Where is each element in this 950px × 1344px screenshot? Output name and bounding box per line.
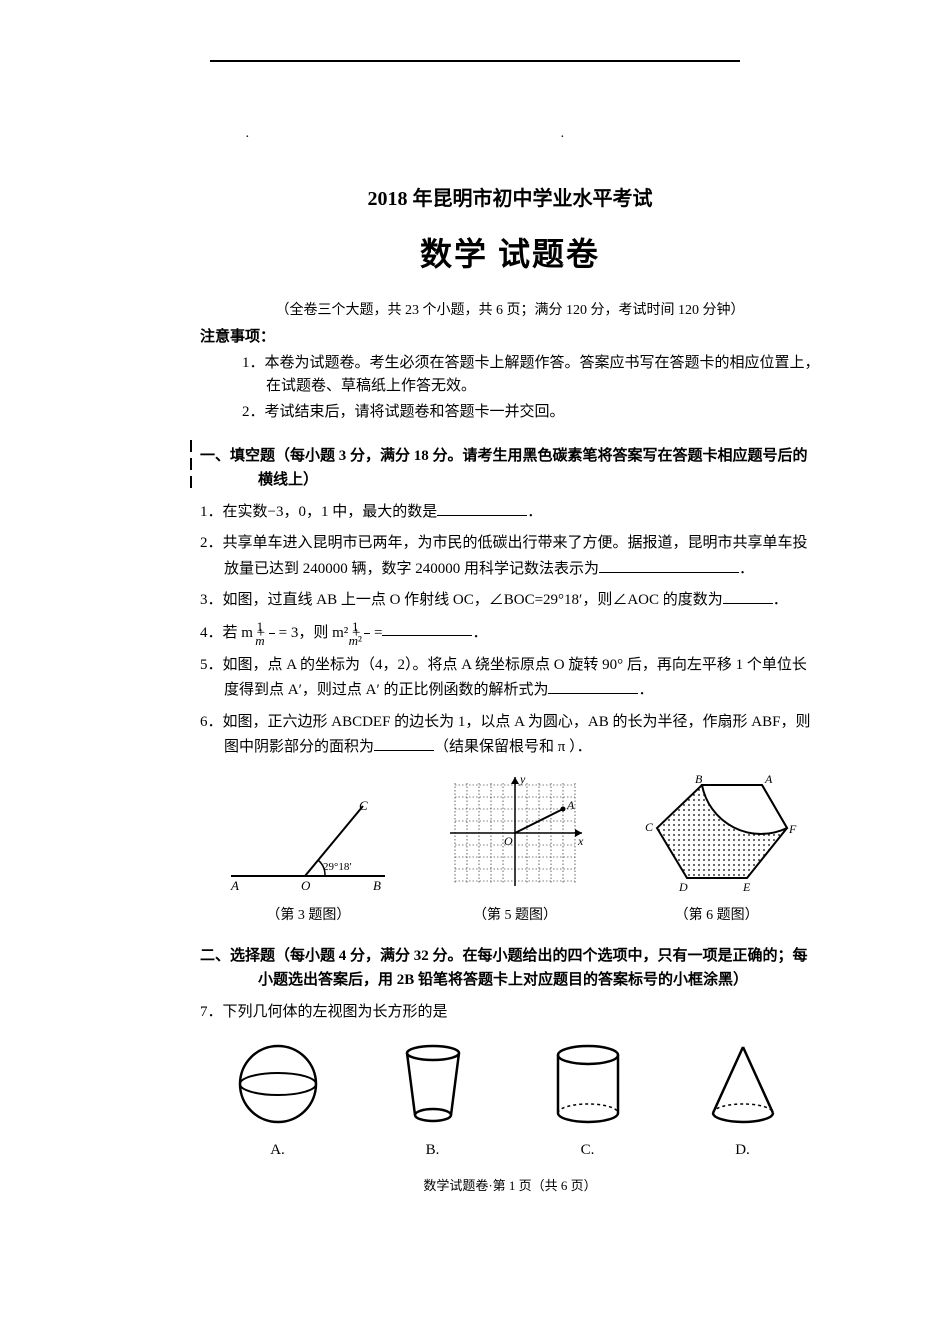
page-top-rule — [210, 60, 740, 62]
question-4: 4．若 m + 1m = 3，则 m² + 1m² =． — [200, 620, 820, 647]
diagram-5-label-y: y — [519, 773, 526, 786]
q1-blank — [437, 501, 527, 516]
q6-hint: （结果保留根号和 π ）． — [434, 739, 592, 755]
q4-period: ． — [472, 624, 487, 640]
subject-title: 数学 试题卷 — [200, 229, 820, 275]
q2-period: ． — [739, 561, 754, 577]
question-7: 7．下列几何体的左视图为长方形的是 — [200, 1000, 820, 1026]
diagram-6-box: A B C D E F （第 6 题图） — [637, 773, 797, 924]
diagram-6-svg: A B C D E F — [637, 773, 797, 893]
q7-option-D: D. — [693, 1039, 793, 1159]
q7-sphere-icon — [228, 1039, 328, 1129]
diagram-5-svg: O A x y — [440, 773, 590, 893]
q7-options-row: A. B. C. — [200, 1039, 820, 1159]
q5-period: ． — [638, 682, 653, 698]
exam-title: 2018 年昆明市初中学业水平考试 — [200, 182, 820, 211]
diagram-3-label-O: O — [301, 878, 311, 893]
q4-fraction-2: 1m² — [364, 620, 370, 647]
notice-item-1: 1．本卷为试题卷。考生必须在答题卡上解题作答。答案应书写在答题卡的相应位置上，在… — [242, 352, 820, 397]
q3-period: ． — [773, 592, 788, 608]
diagram-6-label-A: A — [764, 773, 773, 786]
q7-label-A: A. — [228, 1142, 328, 1159]
diagram-6-caption: （第 6 题图） — [637, 904, 797, 924]
diagram-5-label-O: O — [504, 834, 513, 848]
diagram-5-box: O A x y （第 5 题图） — [440, 773, 590, 924]
q4-fraction-1: 1m — [269, 620, 275, 647]
q7-label-B: B. — [383, 1142, 483, 1159]
diagram-5-label-x: x — [577, 834, 584, 848]
diagram-5-caption: （第 5 题图） — [440, 904, 590, 924]
q7-option-C: C. — [538, 1039, 638, 1159]
diagram-3-label-A: A — [230, 878, 239, 893]
stray-mark-left: · — [245, 130, 250, 146]
q5-blank — [548, 679, 638, 694]
page-footer: 数学试题卷·第 1 页（共 6 页） — [200, 1175, 820, 1194]
section-1-header: 一、填空题（每小题 3 分，满分 18 分。请考生用黑色碳素笔将答案写在答题卡相… — [200, 444, 820, 492]
q3-blank — [723, 589, 773, 604]
question-5: 5．如图，点 A 的坐标为（4，2）。将点 A 绕坐标原点 O 旋转 90° 后… — [200, 653, 820, 704]
q7-option-B: B. — [383, 1039, 483, 1159]
q7-cylinder-icon — [538, 1039, 638, 1129]
q7-label-C: C. — [538, 1142, 638, 1159]
q4-blank — [382, 621, 472, 636]
q7-frustum-icon — [383, 1039, 483, 1129]
diagram-6-label-B: B — [695, 773, 703, 786]
question-3: 3．如图，过直线 AB 上一点 O 作射线 OC，∠BOC=29°18′，则∠A… — [200, 588, 820, 614]
diagram-3-box: A O B C 29°18′ （第 3 题图） — [223, 798, 393, 924]
diagram-6-label-F: F — [788, 822, 797, 836]
diagram-3-angle-label: 29°18′ — [323, 861, 352, 873]
q7-label-D: D. — [693, 1142, 793, 1159]
question-1: 1．在实数−3，0，1 中，最大的数是 ． — [200, 500, 820, 526]
section-2-header: 二、选择题（每小题 4 分，满分 32 分。在每小题给出的四个选项中，只有一项是… — [200, 944, 820, 992]
diagram-6-label-D: D — [678, 880, 688, 893]
q5-text: 5．如图，点 A 的坐标为（4，2）。将点 A 绕坐标原点 O 旋转 90° 后… — [200, 657, 807, 699]
diagram-3-svg: A O B C 29°18′ — [223, 798, 393, 893]
q1-period: ． — [527, 504, 542, 520]
stray-mark-right: · — [560, 130, 565, 146]
q4-eq: = — [374, 624, 382, 640]
binding-marks — [190, 440, 192, 494]
q6-blank — [374, 736, 434, 751]
q1-text: 1．在实数−3，0，1 中，最大的数是 — [200, 504, 437, 520]
diagrams-row: A O B C 29°18′ （第 3 题图） — [200, 773, 820, 924]
exam-info: （全卷三个大题，共 23 个小题，共 6 页；满分 120 分，考试时间 120… — [200, 299, 820, 319]
q3-text: 3．如图，过直线 AB 上一点 O 作射线 OC，∠BOC=29°18′，则∠A… — [200, 592, 723, 608]
question-2: 2．共享单车进入昆明市已两年，为市民的低碳出行带来了方便。据报道，昆明市共享单车… — [200, 531, 820, 582]
q2-blank — [599, 558, 739, 573]
notice-title: 注意事项： — [200, 325, 820, 346]
notice-item-2: 2．考试结束后，请将试题卷和答题卡一并交回。 — [242, 401, 820, 424]
diagram-3-label-C: C — [359, 798, 368, 813]
diagram-5-label-A: A — [566, 798, 575, 812]
diagram-3-caption: （第 3 题图） — [223, 904, 393, 924]
diagram-6-label-E: E — [742, 880, 751, 893]
q7-cone-icon — [693, 1039, 793, 1129]
diagram-6-label-C: C — [645, 820, 654, 834]
diagram-3-label-B: B — [373, 878, 381, 893]
question-6: 6．如图，正六边形 ABCDEF 的边长为 1，以点 A 为圆心，AB 的长为半… — [200, 710, 820, 761]
q7-option-A: A. — [228, 1039, 328, 1159]
